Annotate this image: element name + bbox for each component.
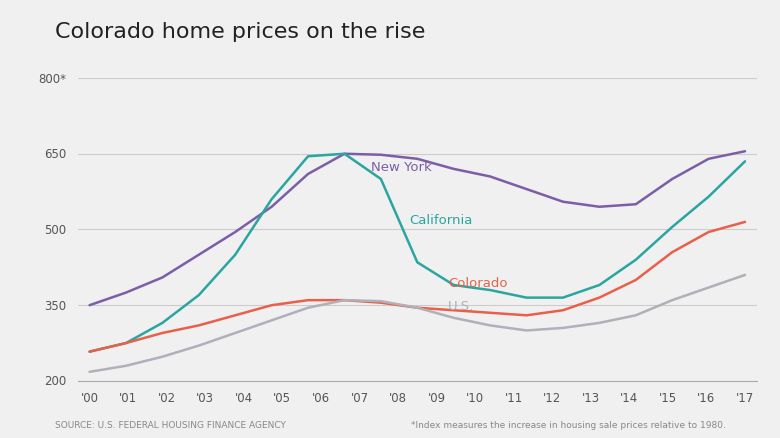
- Text: 650: 650: [44, 148, 66, 161]
- Text: Colorado: Colorado: [448, 276, 508, 290]
- Text: 350: 350: [44, 299, 66, 312]
- Text: California: California: [410, 213, 473, 226]
- Text: Colorado home prices on the rise: Colorado home prices on the rise: [55, 22, 425, 42]
- Text: New York: New York: [371, 160, 432, 173]
- Text: 800*: 800*: [38, 72, 66, 85]
- Text: U.S.: U.S.: [448, 299, 474, 312]
- Text: 200: 200: [44, 374, 66, 388]
- Text: *Index measures the increase in housing sale prices relative to 1980.: *Index measures the increase in housing …: [410, 420, 725, 429]
- Text: SOURCE: U.S. FEDERAL HOUSING FINANCE AGENCY: SOURCE: U.S. FEDERAL HOUSING FINANCE AGE…: [55, 420, 285, 429]
- Text: 500: 500: [44, 223, 66, 237]
